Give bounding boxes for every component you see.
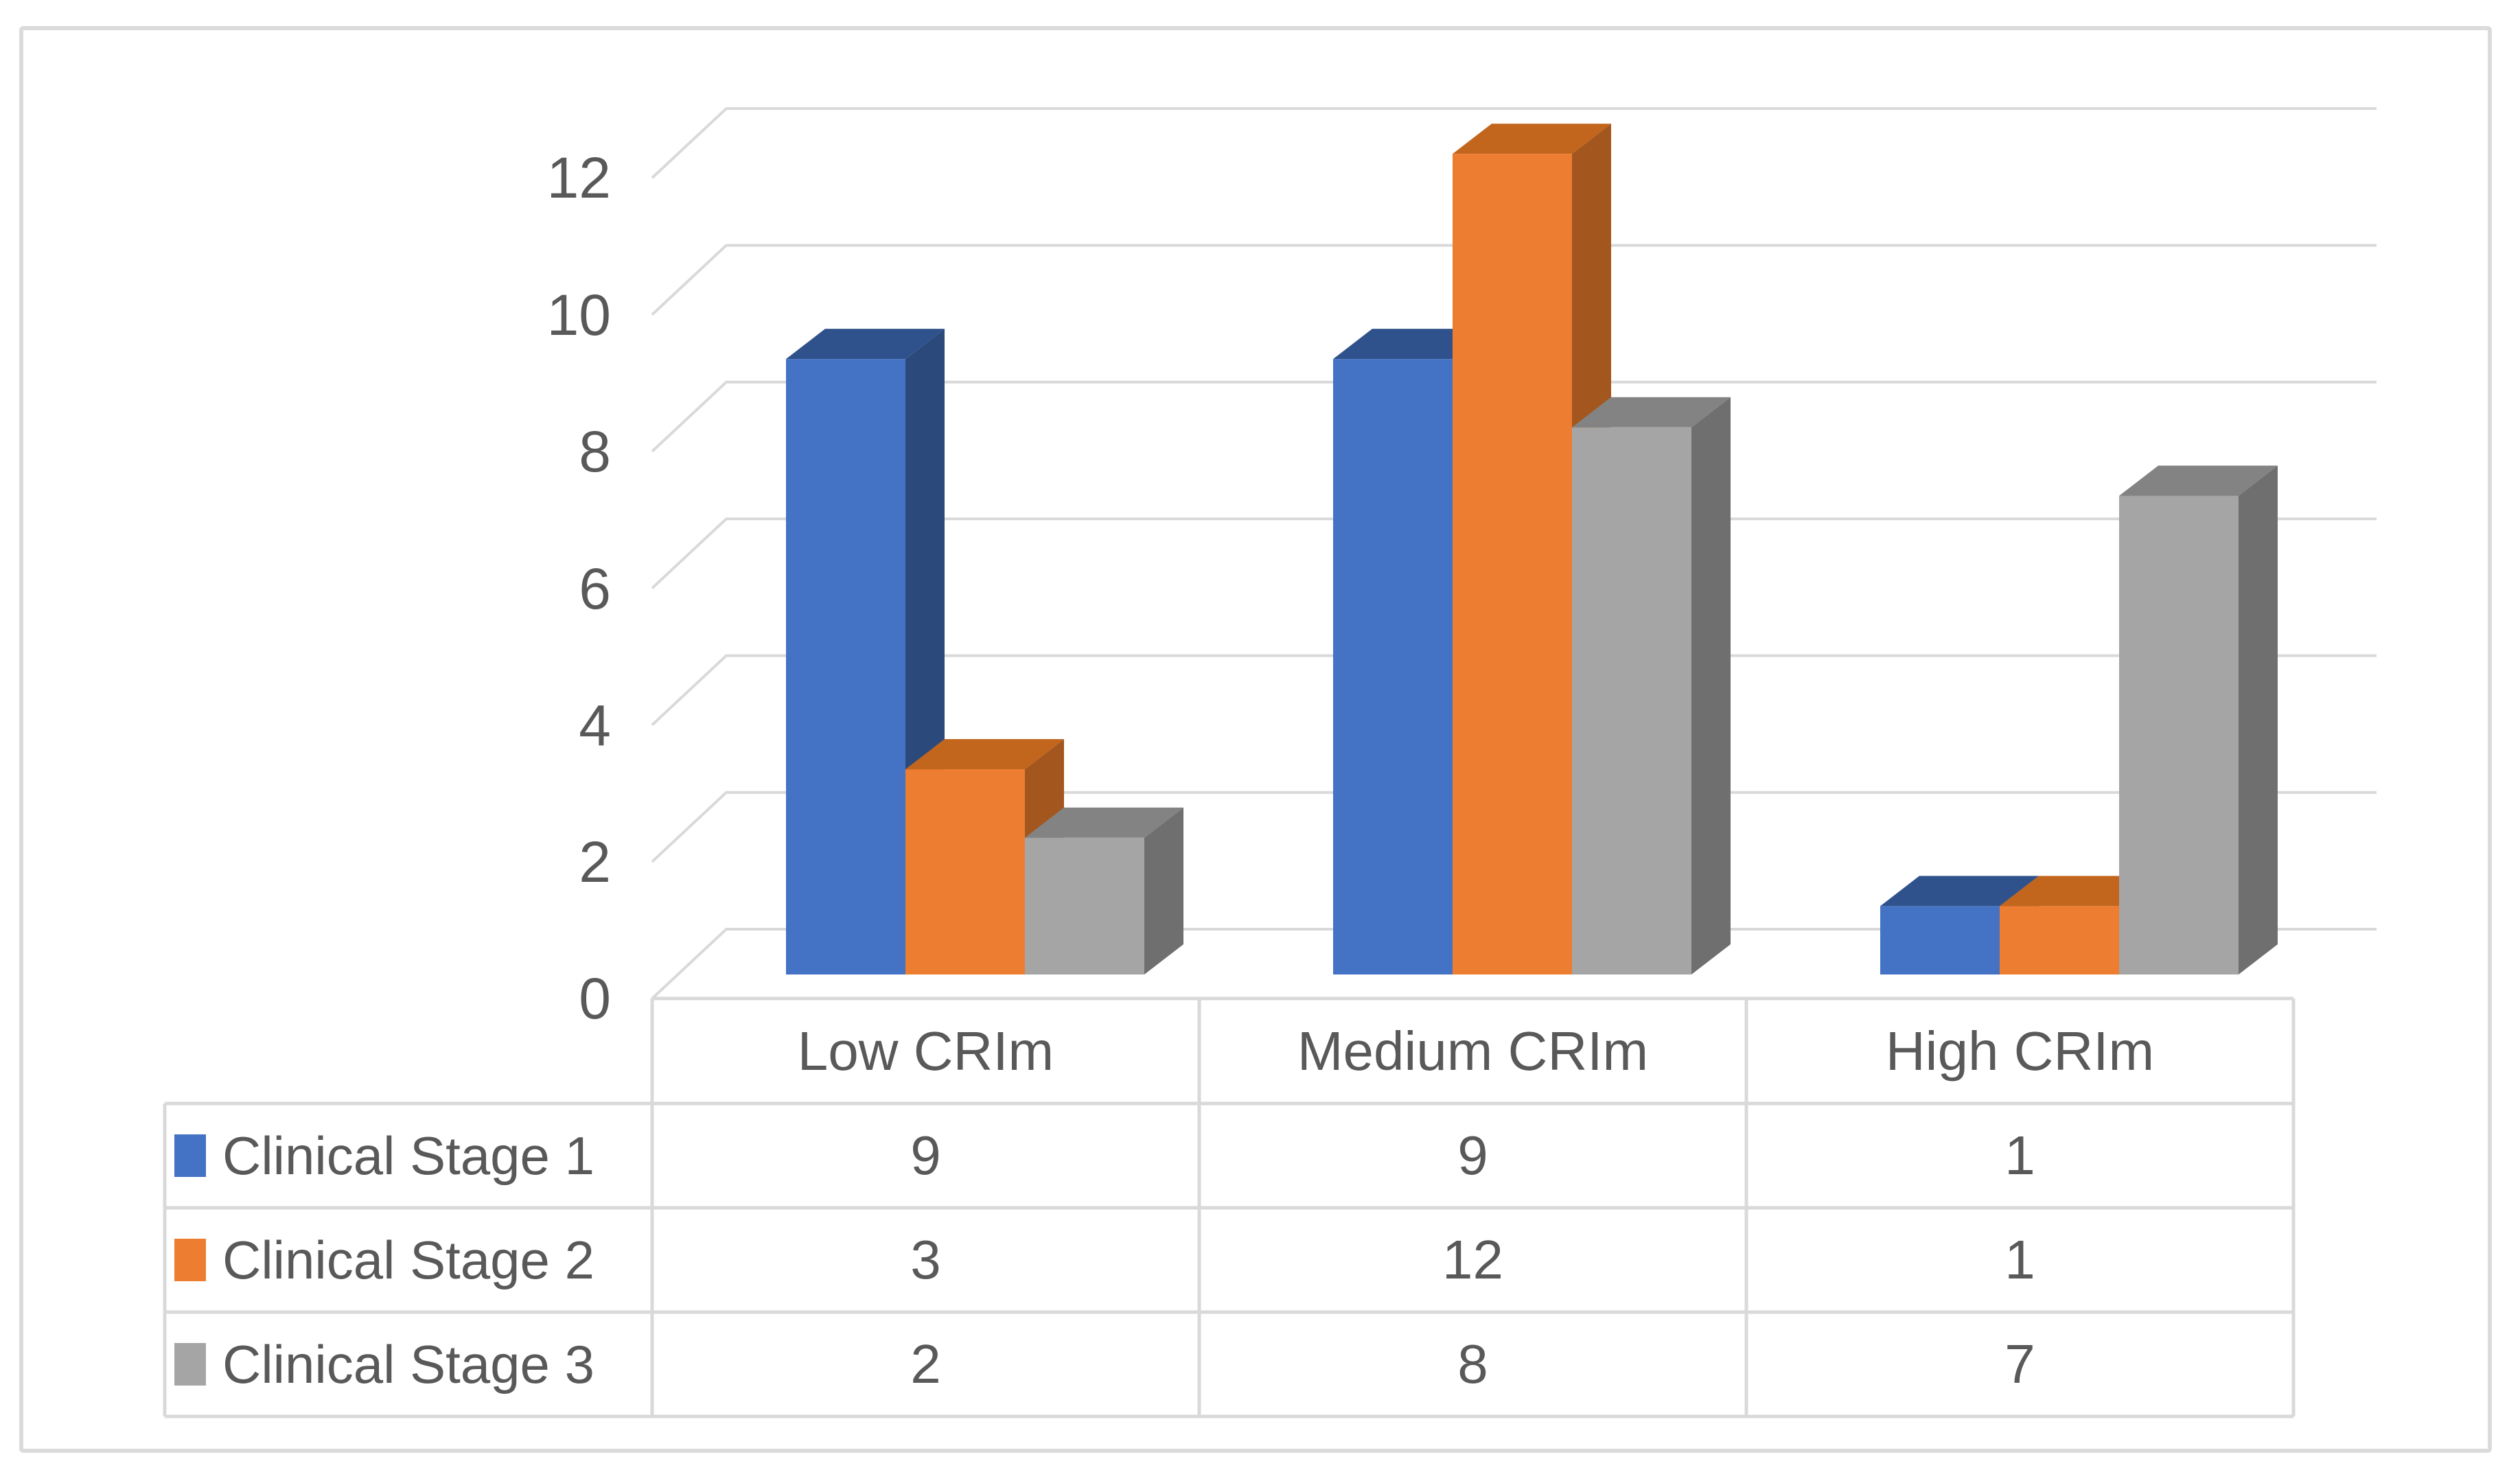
series-name-label: Clinical Stage 1 [222, 1125, 594, 1186]
bar-top-clinical-stage-1-high-crim [1880, 876, 2039, 907]
table-value-stage2-low: 3 [910, 1229, 941, 1290]
bar-clinical-stage-1-low-crim [786, 359, 905, 974]
gridline-y-6 [651, 517, 2377, 589]
bar-clinical-stage-3-low-crim [1025, 837, 1144, 974]
gridline-y-12 [651, 107, 2377, 179]
table-value-stage3-medium: 8 [1457, 1333, 1488, 1394]
bar-top-clinical-stage-2-medium-crim [1453, 124, 1611, 154]
y-tick-label: 12 [546, 145, 611, 210]
y-tick-label: 10 [546, 283, 611, 347]
bar-clinical-stage-3-high-crim [2119, 495, 2239, 974]
legend-row-clinical-stage-2: Clinical Stage 2 [165, 1208, 652, 1312]
bar-clinical-stage-3-medium-crim [1572, 427, 1691, 974]
table-value-stage1-medium: 9 [1457, 1125, 1488, 1186]
gridline-y-10 [651, 244, 2377, 316]
bar-side-clinical-stage-3-high-crim [2239, 465, 2278, 974]
series-name-label: Clinical Stage 2 [222, 1229, 594, 1290]
category-label-high-crim: High CRIm [1885, 1020, 2155, 1082]
bar-clinical-stage-2-high-crim [2000, 906, 2119, 974]
bar-top-clinical-stage-3-low-crim [1025, 807, 1183, 838]
legend-swatch-clinical-stage-3 [174, 1343, 206, 1386]
legend-row-clinical-stage-1: Clinical Stage 1 [165, 1104, 652, 1208]
series-name-label: Clinical Stage 3 [222, 1333, 594, 1394]
bar-top-clinical-stage-2-low-crim [905, 739, 1064, 770]
category-label-medium-crim: Medium CRIm [1297, 1020, 1649, 1082]
bar-top-clinical-stage-3-high-crim [2119, 465, 2278, 496]
gridline-y-8 [651, 380, 2377, 453]
table-value-stage1-low: 9 [910, 1125, 941, 1186]
category-label-low-crim: Low CRIm [797, 1020, 1054, 1082]
legend-swatch-clinical-stage-1 [174, 1134, 206, 1177]
y-tick-label: 4 [579, 693, 611, 758]
bar-side-clinical-stage-3-medium-crim [1691, 397, 1731, 974]
bar-side-clinical-stage-3-low-crim [1144, 807, 1183, 974]
bar-clinical-stage-2-low-crim [905, 769, 1025, 974]
bar-clinical-stage-2-medium-crim [1453, 154, 1572, 975]
gridline-y-4 [651, 654, 2377, 726]
bar-top-clinical-stage-3-medium-crim [1572, 397, 1731, 428]
gridline-y-2 [651, 791, 2377, 863]
y-tick-label: 6 [579, 557, 611, 621]
bar-clinical-stage-1-medium-crim [1333, 359, 1453, 974]
bar-top-clinical-stage-2-high-crim [2000, 876, 2158, 907]
legend-row-clinical-stage-3: Clinical Stage 3 [165, 1312, 652, 1416]
y-tick-label: 2 [579, 830, 611, 894]
bar-clinical-stage-1-high-crim [1880, 906, 2000, 974]
gridline-y-0 [651, 928, 2377, 1000]
table-value-stage1-high: 1 [2004, 1125, 2035, 1186]
legend-swatch-clinical-stage-2 [174, 1239, 206, 1281]
table-value-stage3-low: 2 [910, 1333, 941, 1394]
table-value-stage2-high: 1 [2004, 1229, 2035, 1290]
bar-top-clinical-stage-1-low-crim [786, 329, 945, 360]
table-value-stage3-high: 7 [2004, 1333, 2035, 1394]
y-tick-label: 8 [579, 419, 611, 484]
bar-top-clinical-stage-1-medium-crim [1333, 329, 1492, 360]
y-tick-label: 0 [579, 966, 611, 1031]
table-value-stage2-medium: 12 [1442, 1229, 1503, 1290]
